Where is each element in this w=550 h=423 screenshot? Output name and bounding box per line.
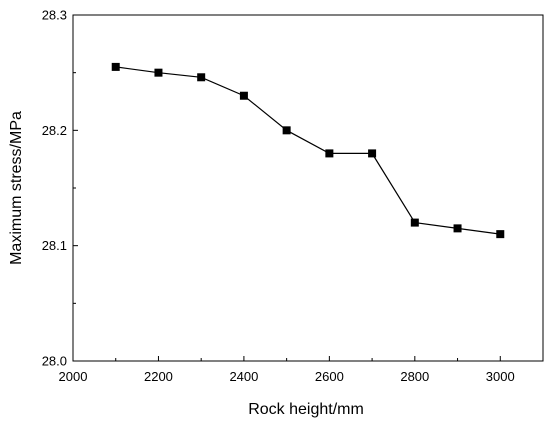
data-series <box>111 62 505 239</box>
x-tick-label: 2600 <box>315 369 344 384</box>
x-axis: 2000 2200 2400 2600 2800 3000 <box>59 356 515 384</box>
x-tick-label: 2800 <box>400 369 429 384</box>
y-axis: 28.0 28.1 28.2 28.3 <box>42 8 78 369</box>
x-axis-title: Rock height/mm <box>248 401 364 418</box>
data-point-marker <box>282 126 291 135</box>
x-tick-label: 3000 <box>486 369 515 384</box>
data-point-marker <box>239 91 248 100</box>
y-tick-label: 28.0 <box>42 354 67 369</box>
data-point-marker <box>154 68 163 77</box>
x-tick-label: 2200 <box>144 369 173 384</box>
data-point-marker <box>325 149 334 158</box>
data-point-marker <box>453 224 462 233</box>
x-tick-label: 2400 <box>229 369 258 384</box>
data-point-marker <box>410 218 419 227</box>
plot-border <box>72 14 544 362</box>
y-tick-label: 28.1 <box>42 238 67 253</box>
y-tick-label: 28.3 <box>42 8 67 23</box>
plot-area <box>72 14 544 362</box>
data-point-marker <box>496 230 505 239</box>
data-point-marker <box>368 149 377 158</box>
y-axis-title: Maximum stress/MPa <box>8 111 25 265</box>
data-point-marker <box>197 73 206 82</box>
data-point-marker <box>111 62 120 71</box>
y-tick-label: 28.2 <box>42 123 67 138</box>
x-tick-label: 2000 <box>59 369 88 384</box>
series-line <box>115 66 501 235</box>
